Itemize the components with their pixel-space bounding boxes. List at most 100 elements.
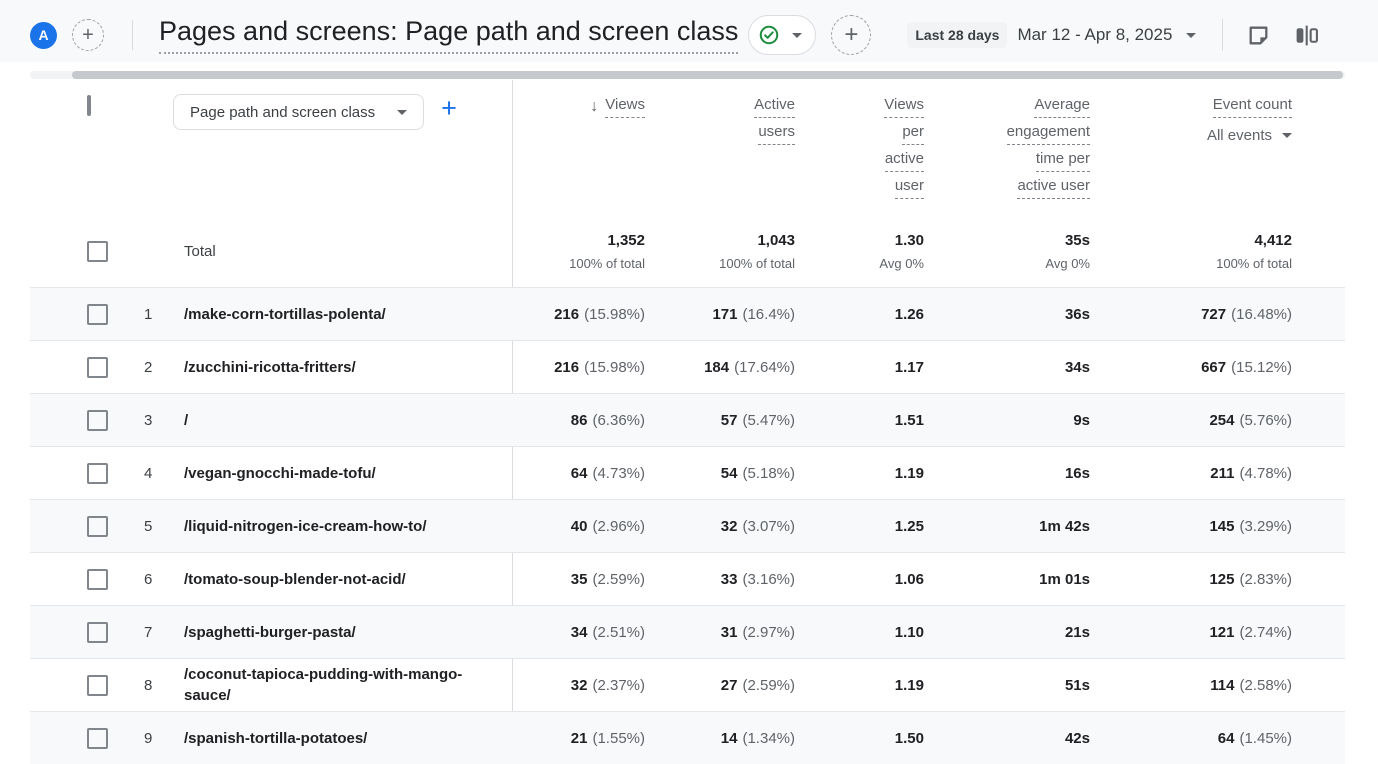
scrollbar-thumb[interactable]	[72, 71, 1343, 79]
avatar[interactable]: A	[30, 22, 57, 49]
row-checkbox[interactable]	[87, 569, 108, 590]
divider	[1222, 19, 1223, 51]
views-cell: 34(2.51%)	[512, 606, 645, 658]
row-checkbox[interactable]	[87, 728, 108, 749]
metric-column-header[interactable]: Averageengagementtime peractive user	[924, 80, 1090, 215]
row-checkbox[interactable]	[87, 675, 108, 696]
active-users-cell: 54(5.18%)	[645, 447, 795, 499]
views-per-user-cell: 1.51	[795, 394, 924, 446]
engagement-time-cell: 1m 01s	[924, 553, 1090, 605]
table-row: 7 /spaghetti-burger-pasta/ 34(2.51%) 31(…	[30, 605, 1345, 658]
table-header-row: Page path and screen class + ↓Views Acti…	[30, 80, 1345, 215]
engagement-time-cell: 51s	[924, 659, 1090, 711]
views-per-user-cell: 1.19	[795, 659, 924, 711]
page-path: /coconut-tapioca-pudding-with-mango-sauc…	[184, 659, 512, 711]
insights-note-button[interactable]	[1245, 22, 1271, 48]
active-users-cell: 32(3.07%)	[645, 500, 795, 552]
metric-column-header[interactable]: Viewsperactiveuser	[795, 80, 924, 215]
active-users-cell: 14(1.34%)	[645, 712, 795, 764]
views-cell: 216(15.98%)	[512, 288, 645, 340]
row-index: 1	[138, 288, 184, 340]
note-icon	[1246, 23, 1271, 48]
table-row: 2 /zucchini-ricotta-fritters/ 216(15.98%…	[30, 340, 1345, 393]
add-dimension-button[interactable]: +	[441, 94, 457, 122]
row-index: 8	[138, 659, 184, 711]
total-metric: 1,352100% of total	[512, 215, 645, 287]
table-row: 4 /vegan-gnocchi-made-tofu/ 64(4.73%) 54…	[30, 446, 1345, 499]
page-path: /tomato-soup-blender-not-acid/	[184, 553, 512, 605]
views-cell: 216(15.98%)	[512, 341, 645, 393]
row-index: 7	[138, 606, 184, 658]
views-per-user-cell: 1.19	[795, 447, 924, 499]
event-count-cell: 667(15.12%)	[1090, 341, 1292, 393]
page-path: /spaghetti-burger-pasta/	[184, 606, 512, 658]
check-status-icon	[758, 24, 780, 46]
row-index: 6	[138, 553, 184, 605]
metric-column-header[interactable]: Activeusers	[645, 80, 795, 215]
event-count-cell: 121(2.74%)	[1090, 606, 1292, 658]
views-per-user-cell: 1.25	[795, 500, 924, 552]
row-index: 9	[138, 712, 184, 764]
row-checkbox[interactable]	[87, 410, 108, 431]
views-cell: 32(2.37%)	[512, 659, 645, 711]
views-per-user-cell: 1.50	[795, 712, 924, 764]
page-path: /make-corn-tortillas-polenta/	[184, 288, 512, 340]
views-cell: 21(1.55%)	[512, 712, 645, 764]
engagement-time-cell: 34s	[924, 341, 1090, 393]
metric-column-header[interactable]: ↓Views	[512, 80, 645, 215]
views-cell: 40(2.96%)	[512, 500, 645, 552]
row-checkbox[interactable]	[87, 357, 108, 378]
select-all-checkbox[interactable]	[87, 95, 91, 116]
views-per-user-cell: 1.06	[795, 553, 924, 605]
comparison-icon	[1294, 23, 1319, 48]
page-path: /spanish-tortilla-potatoes/	[184, 712, 512, 764]
event-count-cell: 211(4.78%)	[1090, 447, 1292, 499]
chevron-down-icon[interactable]	[1186, 33, 1196, 38]
table-row: 9 /spanish-tortilla-potatoes/ 21(1.55%) …	[30, 711, 1345, 764]
row-checkbox[interactable]	[87, 622, 108, 643]
engagement-time-cell: 21s	[924, 606, 1090, 658]
chevron-down-icon	[1282, 133, 1292, 138]
table-row: 1 /make-corn-tortillas-polenta/ 216(15.9…	[30, 287, 1345, 340]
row-checkbox[interactable]	[87, 304, 108, 325]
dimension-dropdown[interactable]: Page path and screen class	[173, 94, 424, 130]
views-per-user-cell: 1.26	[795, 288, 924, 340]
active-users-cell: 57(5.47%)	[645, 394, 795, 446]
row-index: 4	[138, 447, 184, 499]
comparison-panel-button[interactable]	[1293, 22, 1319, 48]
metric-column-header[interactable]: Event countAll events	[1090, 80, 1292, 215]
report-title[interactable]: Pages and screens: Page path and screen …	[159, 16, 738, 54]
event-count-cell: 254(5.76%)	[1090, 394, 1292, 446]
plus-icon: +	[844, 23, 858, 47]
active-users-cell: 31(2.97%)	[645, 606, 795, 658]
table-row: 3 / 86(6.36%) 57(5.47%) 1.51 9s 254(5.76…	[30, 393, 1345, 446]
views-cell: 86(6.36%)	[512, 394, 645, 446]
report-table: Page path and screen class + ↓Views Acti…	[30, 62, 1345, 764]
row-checkbox[interactable]	[87, 516, 108, 537]
chevron-down-icon	[792, 33, 802, 38]
total-metric: 35sAvg 0%	[924, 215, 1090, 287]
active-users-cell: 171(16.4%)	[645, 288, 795, 340]
report-header: A + Pages and screens: Page path and scr…	[0, 0, 1378, 62]
sort-descending-icon: ↓	[590, 98, 598, 116]
add-segment-button[interactable]: +	[72, 19, 104, 51]
horizontal-scrollbar[interactable]	[30, 71, 1345, 79]
total-row-checkbox[interactable]	[87, 241, 108, 262]
plus-icon: +	[82, 25, 94, 45]
row-index: 5	[138, 500, 184, 552]
add-comparison-button[interactable]: +	[831, 15, 871, 55]
date-range-selector[interactable]: Mar 12 - Apr 8, 2025	[1017, 25, 1172, 45]
table-body: 1 /make-corn-tortillas-polenta/ 216(15.9…	[30, 287, 1345, 764]
total-metric: 1.30Avg 0%	[795, 215, 924, 287]
row-index: 3	[138, 394, 184, 446]
row-checkbox[interactable]	[87, 463, 108, 484]
total-metric: 1,043100% of total	[645, 215, 795, 287]
event-count-cell: 145(3.29%)	[1090, 500, 1292, 552]
table-row: 6 /tomato-soup-blender-not-acid/ 35(2.59…	[30, 552, 1345, 605]
active-users-cell: 33(3.16%)	[645, 553, 795, 605]
event-filter-dropdown[interactable]: All events	[1207, 127, 1292, 144]
event-count-cell: 114(2.58%)	[1090, 659, 1292, 711]
report-status-button[interactable]	[748, 15, 816, 55]
table-row: 5 /liquid-nitrogen-ice-cream-how-to/ 40(…	[30, 499, 1345, 552]
date-preset-badge: Last 28 days	[907, 22, 1007, 48]
